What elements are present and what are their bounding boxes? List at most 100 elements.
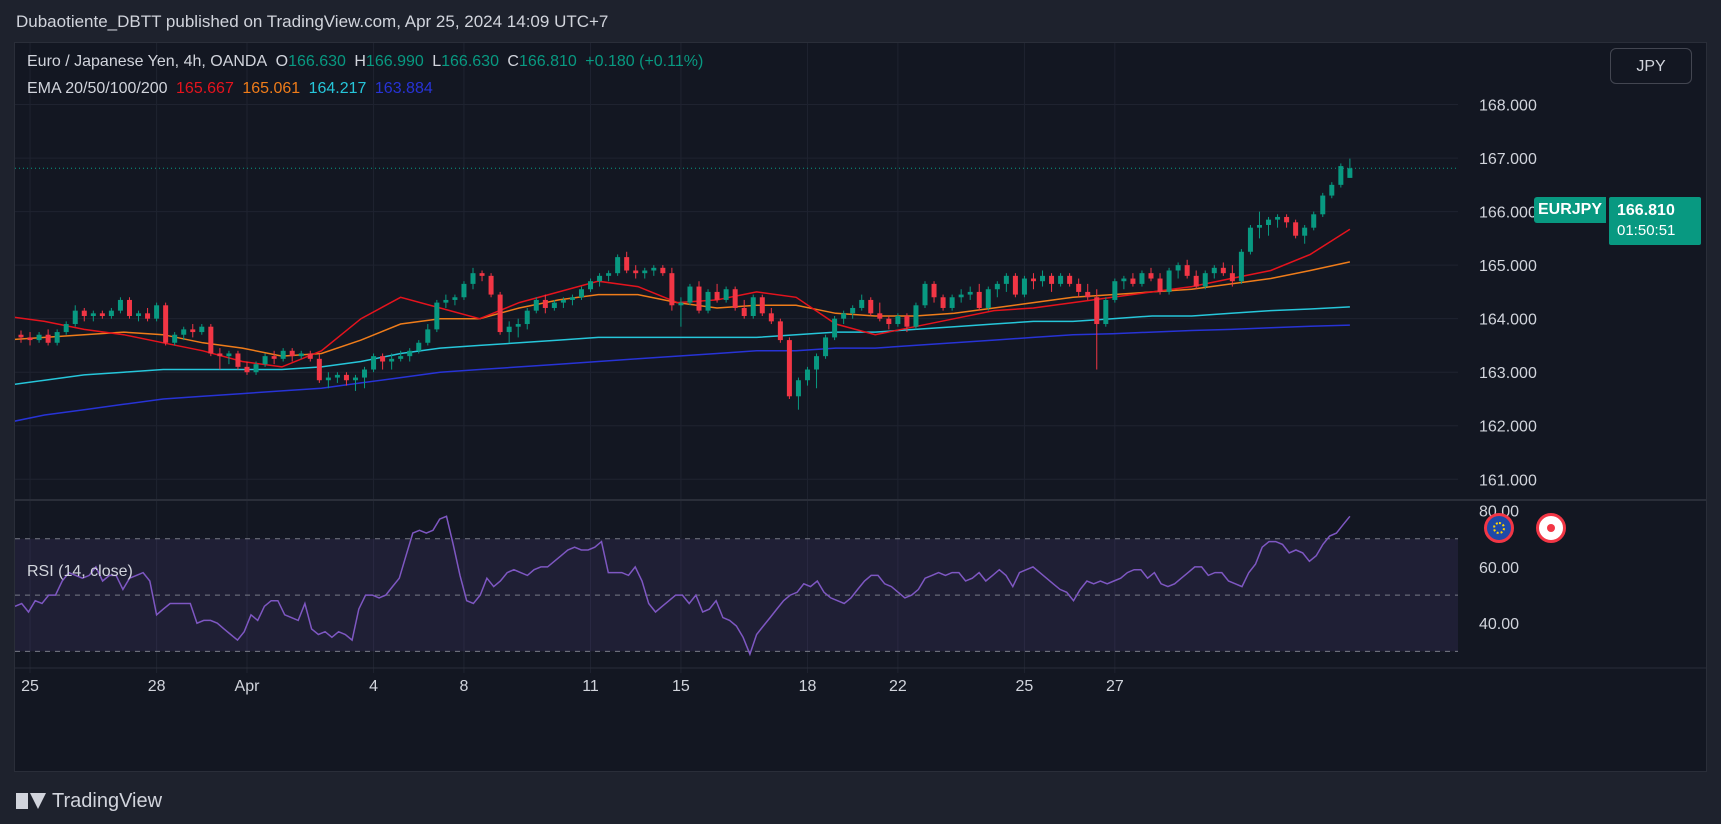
ema20-value: 165.667 bbox=[176, 80, 234, 97]
candle-body bbox=[334, 374, 340, 378]
candle-body bbox=[1148, 273, 1154, 279]
candle-body bbox=[172, 334, 178, 343]
candle-body bbox=[488, 275, 494, 295]
candle-body bbox=[606, 273, 612, 276]
candle-body bbox=[343, 374, 349, 381]
ema-legend: EMA 20/50/100/200 165.667 165.061 164.21… bbox=[27, 80, 437, 98]
chart-area[interactable]: 168.000 167.000 166.000 165.000 164.000 163.0… bbox=[14, 42, 1707, 772]
candle-body bbox=[244, 366, 250, 373]
candle-body bbox=[262, 356, 268, 365]
candle-body bbox=[145, 313, 151, 319]
candle-body bbox=[732, 289, 738, 308]
candle-body bbox=[72, 310, 78, 325]
candle-body bbox=[352, 377, 358, 381]
candle-body bbox=[560, 299, 566, 303]
eu-flag-icon[interactable] bbox=[1484, 513, 1514, 543]
candle-body bbox=[479, 273, 485, 276]
candle-body bbox=[1166, 270, 1172, 292]
candle-body bbox=[569, 297, 575, 300]
candle-body bbox=[108, 310, 114, 316]
candle-body bbox=[1130, 278, 1136, 284]
rsi-line bbox=[15, 515, 1351, 657]
candle-body bbox=[307, 353, 313, 359]
candle-body bbox=[967, 291, 973, 295]
candle-body bbox=[931, 283, 937, 298]
candle-body bbox=[542, 299, 548, 308]
candle-body bbox=[741, 307, 747, 316]
candle-body bbox=[1076, 283, 1082, 292]
candle-body bbox=[958, 294, 964, 298]
candle-body bbox=[1202, 273, 1208, 287]
candle-body bbox=[904, 316, 910, 327]
currency-button[interactable]: JPY bbox=[1610, 48, 1692, 84]
candle-body bbox=[280, 350, 286, 359]
candle-body bbox=[1175, 265, 1181, 271]
candle-body bbox=[81, 310, 87, 316]
time-axis-label: 25 bbox=[1016, 678, 1034, 695]
candle-body bbox=[1338, 166, 1344, 185]
candle-body bbox=[389, 358, 395, 362]
candle-body bbox=[1266, 219, 1272, 225]
candle-body bbox=[1058, 275, 1064, 284]
publish-header: Dubaotiente_DBTT published on TradingVie… bbox=[16, 12, 609, 31]
symbol-description[interactable]: Euro / Japanese Yen, 4h, OANDA bbox=[27, 53, 268, 70]
chart-canvas[interactable]: 168.000 167.000 166.000 165.000 164.000 163.0… bbox=[15, 43, 1707, 772]
last-price-tag: 166.810 01:50:51 bbox=[1609, 197, 1701, 245]
price-axis-label: 164.000 bbox=[1479, 312, 1537, 329]
candle-body bbox=[18, 334, 24, 338]
candle-body bbox=[27, 337, 33, 341]
candle-body bbox=[1139, 273, 1145, 284]
tradingview-logo-icon bbox=[16, 791, 46, 811]
candle-body bbox=[1347, 168, 1353, 178]
candle-body bbox=[154, 305, 160, 319]
candle-body bbox=[985, 289, 991, 308]
candle-body bbox=[597, 275, 603, 282]
candle-body bbox=[976, 291, 982, 308]
price-axis-label: 166.000 bbox=[1479, 205, 1537, 222]
japan-flag-icon[interactable] bbox=[1536, 513, 1566, 543]
candle-body bbox=[786, 340, 792, 397]
candle-body bbox=[1302, 227, 1308, 236]
candle-body bbox=[1121, 278, 1127, 282]
candle-body bbox=[795, 380, 801, 397]
candle-body bbox=[759, 297, 765, 314]
bar-countdown: 01:50:51 bbox=[1617, 222, 1676, 239]
rsi-legend[interactable]: RSI (14, close) bbox=[27, 563, 133, 580]
candle-body bbox=[54, 332, 60, 343]
candle-body bbox=[768, 313, 774, 322]
candle-body bbox=[922, 283, 928, 306]
low-value: 166.630 bbox=[441, 53, 499, 70]
candle-body bbox=[524, 310, 530, 325]
candle-body bbox=[1103, 299, 1109, 325]
candle-body bbox=[398, 356, 404, 359]
rsi-axis-label: 40.00 bbox=[1479, 616, 1519, 633]
candle-body bbox=[461, 283, 467, 298]
footer-brand[interactable]: TradingView bbox=[16, 786, 162, 816]
candle-body bbox=[533, 299, 539, 311]
time-axis-label: 28 bbox=[148, 678, 166, 695]
candle-body bbox=[380, 356, 386, 362]
candle-body bbox=[425, 329, 431, 343]
ema20-line bbox=[15, 228, 1351, 368]
candle-body bbox=[63, 324, 69, 333]
candle-body bbox=[99, 313, 105, 316]
candle-body bbox=[895, 316, 901, 325]
time-axis-label: 22 bbox=[889, 678, 907, 695]
ema-label[interactable]: EMA 20/50/100/200 bbox=[27, 80, 168, 97]
candle-body bbox=[814, 356, 820, 370]
candle-body bbox=[777, 321, 783, 341]
candle-body bbox=[1238, 251, 1244, 282]
candle-body bbox=[199, 326, 205, 333]
candle-body bbox=[316, 358, 322, 381]
candle-body bbox=[298, 353, 304, 357]
time-axis-label: 27 bbox=[1106, 678, 1124, 695]
ohlc-legend: Euro / Japanese Yen, 4h, OANDA O166.630 … bbox=[27, 53, 707, 71]
candle-body bbox=[136, 313, 142, 316]
candle-body bbox=[551, 302, 557, 308]
candle-body bbox=[841, 313, 847, 319]
candle-body bbox=[1320, 195, 1326, 215]
open-label: O bbox=[275, 53, 289, 70]
candle-body bbox=[271, 356, 277, 359]
candle-body bbox=[1284, 216, 1290, 223]
candle-body bbox=[1094, 297, 1100, 325]
